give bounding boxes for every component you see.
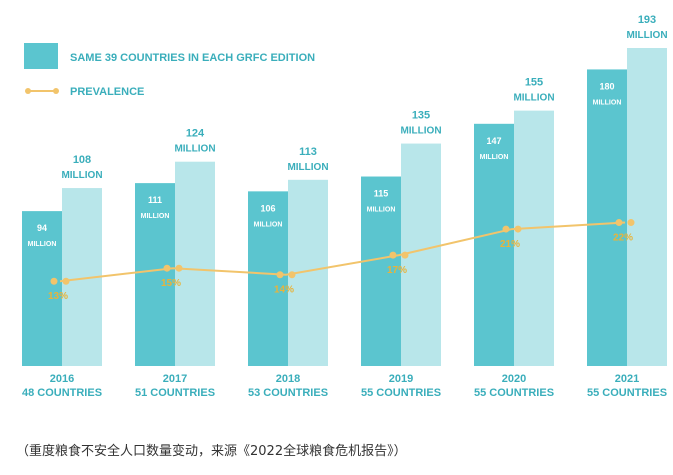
x-sublabel-2021: 55 COUNTRIES [587,387,667,399]
x-sublabel-2017: 51 COUNTRIES [135,387,215,399]
legend-label-bar: SAME 39 COUNTRIES IN EACH GRFC EDITION [70,52,315,64]
bars: 94MILLION108MILLION111MILLION124MILLION1… [22,14,668,367]
bar-total-unit-2017: MILLION [174,144,215,155]
bar-total-value-2021: 193 [638,14,656,26]
bar-same39-value-2020: 147 [486,136,501,146]
bar-total-value-2017: 124 [186,128,205,140]
prevalence-label-2016: 13% [48,291,68,302]
bar-same39-value-2017: 111 [148,195,162,205]
bar-same39-value-2021: 180 [599,81,614,91]
prevalence-point-b-2021 [627,219,635,227]
caption: （重度粮食不安全人口数量变动，来源《2022全球粮食危机报告》） [16,444,407,459]
legend-swatch-dot-right [53,88,59,94]
x-sublabel-2019: 55 COUNTRIES [361,387,441,399]
prevalence-point-2018 [276,271,284,279]
prevalence-point-2021 [615,219,623,227]
prevalence-point-b-2018 [288,271,296,279]
x-tick-2020: 2020 [502,373,526,385]
bar-total-unit-2018: MILLION [287,162,328,173]
legend-swatch-dot-left [25,88,31,94]
prevalence-point-2019 [389,251,397,259]
bar-total-value-2016: 108 [73,154,91,166]
bar-same39-2019 [361,176,401,366]
bar-same39-2021 [587,69,627,366]
prevalence-point-2017 [163,264,171,272]
x-sublabel-2016: 48 COUNTRIES [22,387,102,399]
bar-same39-unit-2019: MILLION [367,207,396,214]
x-tick-2018: 2018 [276,373,300,385]
prevalence-label-2021: 22% [613,233,633,244]
chart: SAME 39 COUNTRIES IN EACH GRFC EDITION P… [22,14,668,399]
bar-same39-value-2018: 106 [260,203,275,213]
bar-same39-unit-2020: MILLION [480,154,509,161]
bar-same39-2017 [135,183,175,366]
bar-same39-2016 [22,211,62,366]
legend-swatch-bar [24,43,58,69]
prevalence-point-b-2020 [514,225,522,233]
x-sublabel-2020: 55 COUNTRIES [474,387,554,399]
prevalence-label-2020: 21% [500,239,520,250]
x-sublabel-2018: 53 COUNTRIES [248,387,328,399]
x-axis: 2016 48 COUNTRIES 2017 51 COUNTRIES 2018 53 C… [22,373,667,399]
bar-same39-unit-2018: MILLION [254,221,283,228]
bar-total-2020 [514,110,554,366]
prevalence-point-2016 [50,277,58,285]
bar-total-unit-2021: MILLION [626,30,667,41]
bar-same39-unit-2021: MILLION [593,99,622,106]
bar-total-value-2019: 135 [412,110,430,122]
x-tick-2017: 2017 [163,373,187,385]
x-tick-2021: 2021 [615,373,639,385]
bar-total-unit-2020: MILLION [513,93,554,104]
bar-total-value-2018: 113 [299,146,317,158]
bar-same39-unit-2016: MILLION [28,241,57,248]
prevalence-point-b-2016 [62,277,70,285]
bar-total-unit-2016: MILLION [61,170,102,181]
prevalence-label-2019: 17% [387,265,407,276]
bar-total-value-2020: 155 [525,77,543,89]
prevalence-label-2017: 15% [161,278,181,289]
legend-label-line: PREVALENCE [70,86,144,98]
legend: SAME 39 COUNTRIES IN EACH GRFC EDITION P… [24,43,315,98]
bar-same39-unit-2017: MILLION [141,213,170,220]
bar-same39-value-2019: 115 [374,189,389,199]
prevalence-label-2018: 14% [274,285,294,296]
bar-same39-2020 [474,123,514,366]
prevalence-line: 13% 15% 14% 17% 21% 22% [48,219,635,302]
bar-total-unit-2019: MILLION [400,126,441,137]
prevalence-point-b-2017 [175,264,183,272]
prevalence-point-2020 [502,225,510,233]
x-tick-2016: 2016 [50,373,74,385]
prevalence-point-b-2019 [401,251,409,259]
bar-same39-2018 [248,191,288,366]
bar-total-2017 [175,161,215,366]
bar-total-2021 [627,48,667,367]
x-tick-2019: 2019 [389,373,413,385]
bar-same39-value-2016: 94 [37,223,47,233]
prevalence-path [59,221,626,283]
